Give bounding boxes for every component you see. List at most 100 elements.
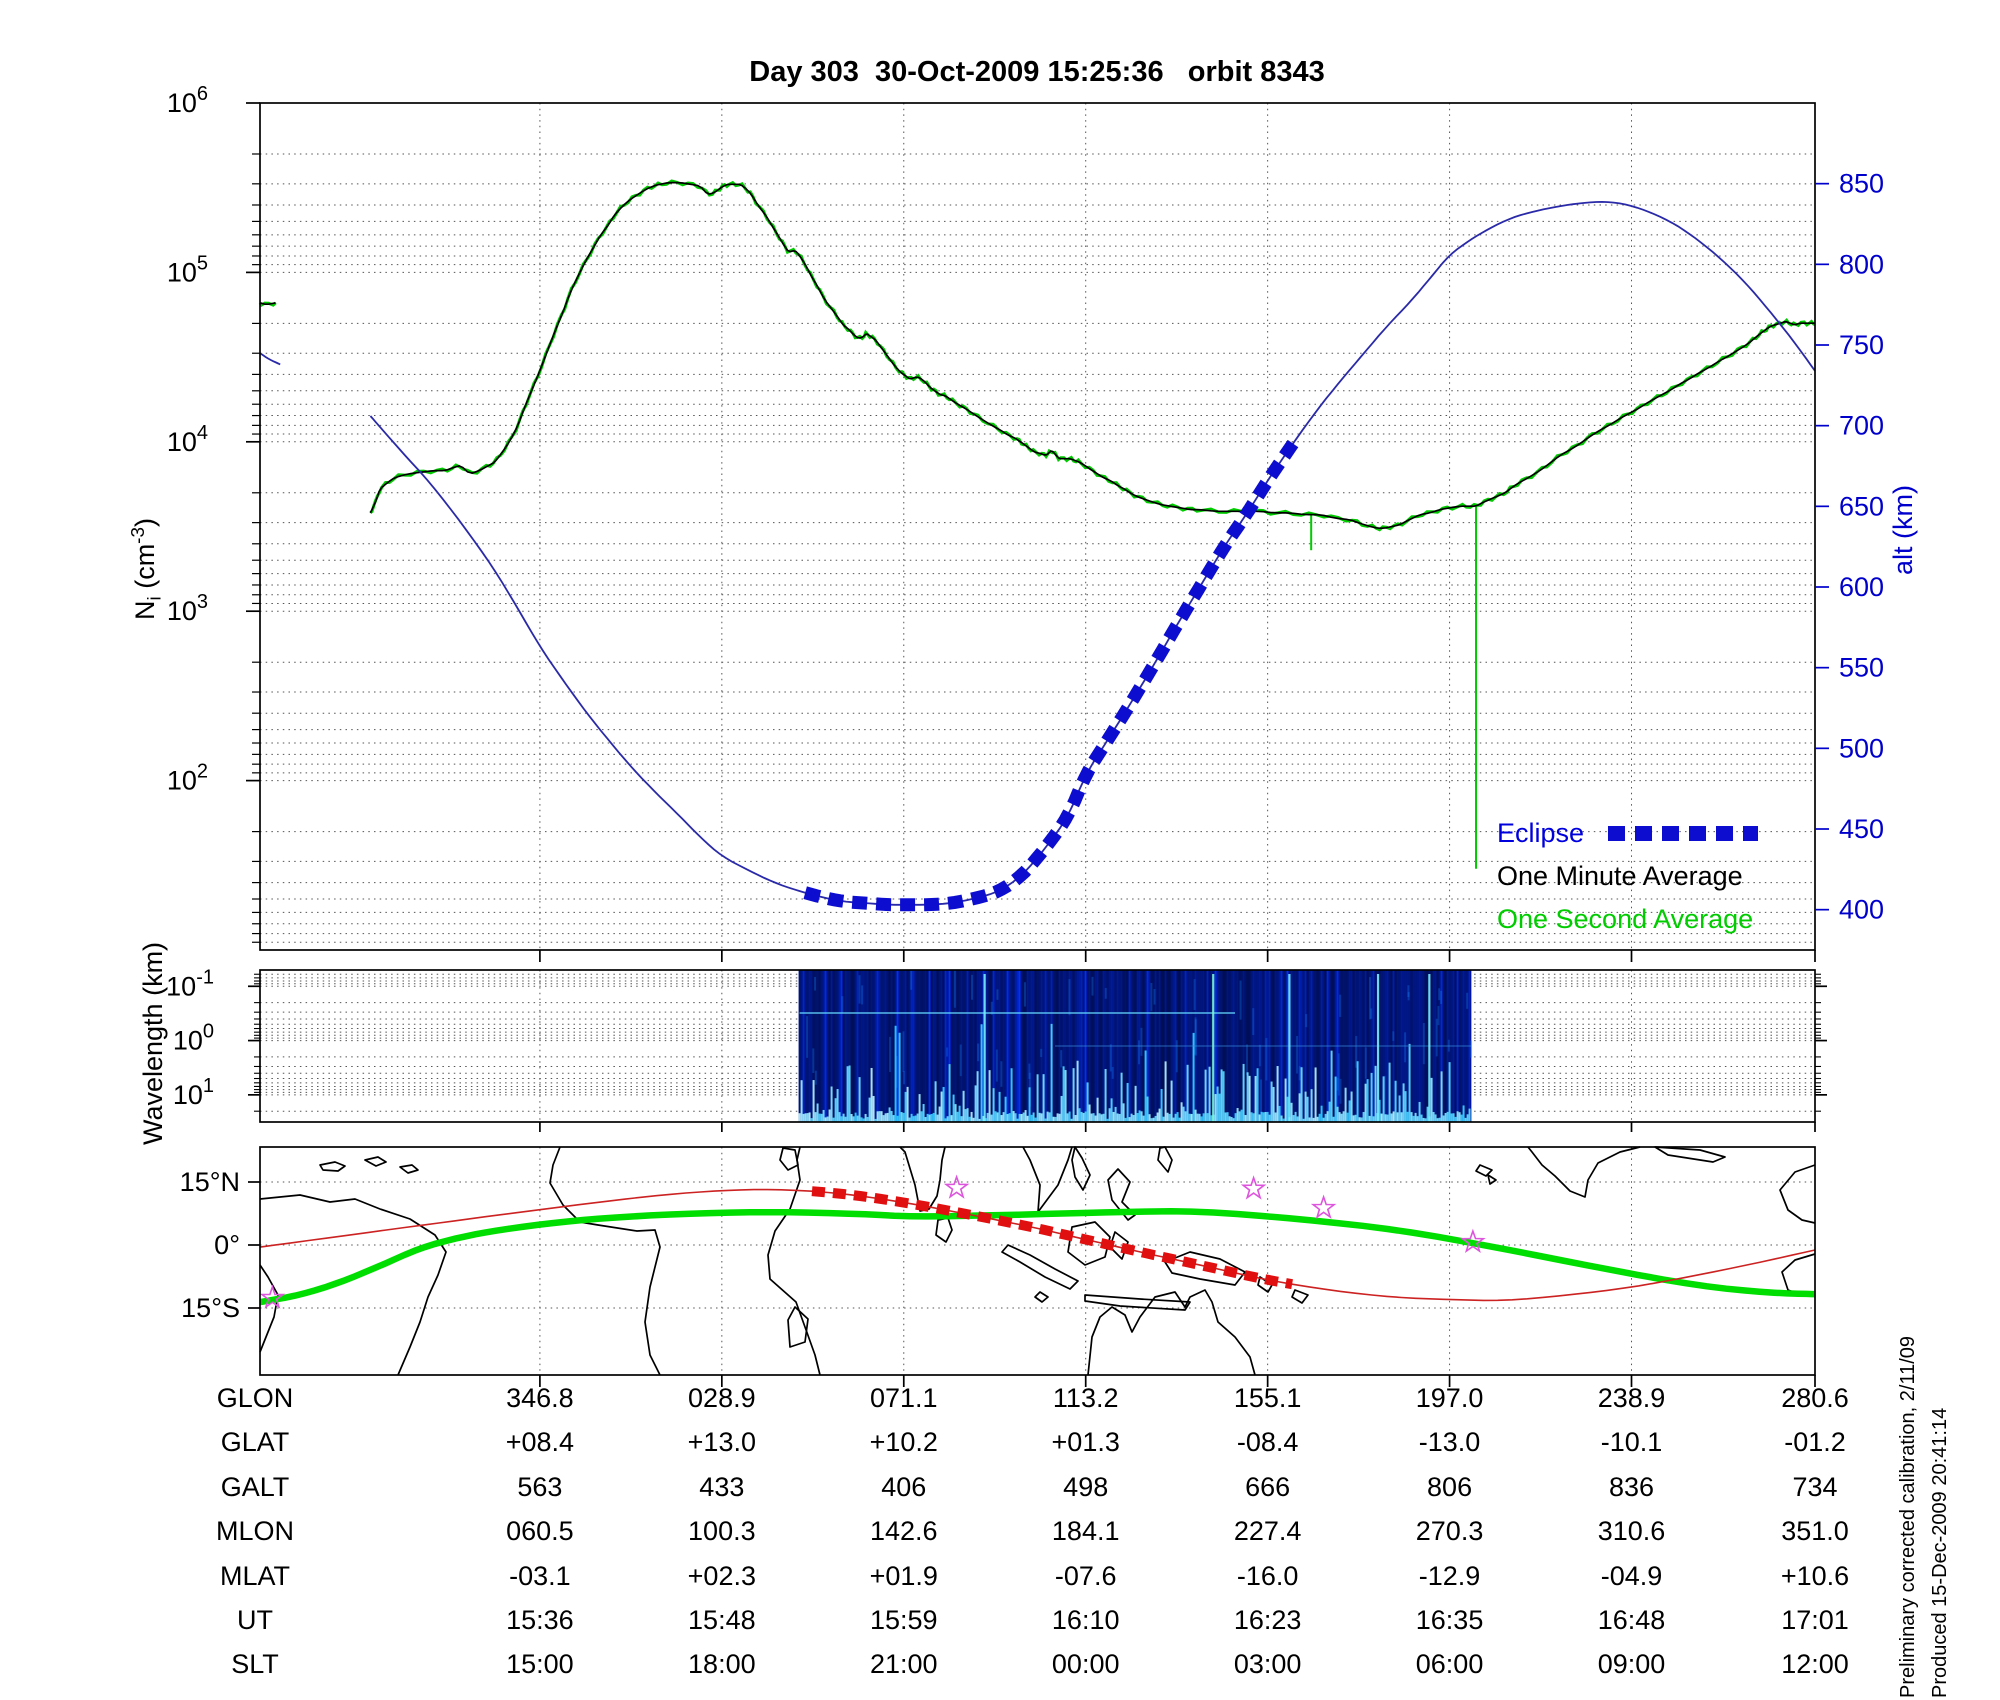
table-cell: 806 [1427, 1471, 1473, 1502]
coastline [1107, 1168, 1136, 1221]
coastline [1157, 1146, 1173, 1173]
map-panel: 15°N 0° 15°S [180, 1146, 1816, 1387]
table-cell: -01.2 [1784, 1427, 1846, 1458]
coastline [1084, 1294, 1191, 1311]
table-cell: +08.4 [505, 1427, 575, 1458]
table-cell: 280.6 [1781, 1383, 1849, 1413]
table-cell: +10.2 [869, 1427, 938, 1458]
alt-ytick-label: 550 [1839, 653, 1884, 683]
coastline [364, 1156, 387, 1167]
table-cell: +02.3 [687, 1560, 756, 1591]
table-cell: 15:00 [506, 1649, 574, 1680]
table-cell: 406 [881, 1471, 927, 1502]
density-ytick-label: 104 [167, 422, 208, 457]
coastline [259, 1264, 279, 1353]
table-cell: 21:00 [869, 1649, 938, 1680]
table-row-label: UT [237, 1605, 273, 1635]
ground-track-line [259, 1188, 1816, 1302]
coastline [935, 1217, 953, 1243]
table-cell: 18:00 [688, 1649, 756, 1680]
table-cell: 184.1 [1051, 1516, 1120, 1547]
wavelength-y-axis-label: Wavelength (km) [138, 941, 168, 1145]
table-cell: 15:48 [688, 1605, 756, 1635]
density-ylabel-part: i [144, 596, 166, 601]
table-cell: 113.2 [1052, 1383, 1119, 1413]
table-cell: -16.0 [1236, 1560, 1299, 1591]
altitude-curve [369, 200, 1816, 906]
coastline [1022, 1146, 1073, 1213]
altitude-curve [259, 352, 281, 366]
coastline [1475, 1164, 1493, 1177]
table-cell: 12:00 [1781, 1649, 1849, 1680]
map-ytick-label: 15°N [180, 1167, 240, 1197]
altitude-y-axis-label: alt (km) [1888, 485, 1918, 575]
table-cell: 155.1 [1233, 1383, 1302, 1413]
alt-ytick-label: 450 [1839, 814, 1884, 844]
table-cell: 270.3 [1415, 1516, 1484, 1547]
star-marker-icon [1310, 1194, 1337, 1219]
table-cell: 351.0 [1781, 1516, 1849, 1547]
density-y-axis-label: Ni (cm-3) [128, 518, 166, 620]
table-cell: 142.6 [869, 1516, 938, 1547]
table-row-label: MLAT [219, 1560, 290, 1591]
alt-ytick-label: 700 [1839, 411, 1884, 441]
density-ytick-label: 105 [167, 252, 208, 287]
coastline [787, 1306, 809, 1348]
density-ylabel-part: (cm [130, 543, 160, 597]
table-cell: -08.4 [1236, 1427, 1299, 1458]
density-ylabel-part: N [130, 600, 160, 621]
table-cell: 16:10 [1051, 1605, 1120, 1635]
table-cell: 15:59 [869, 1605, 938, 1635]
density-ytick-label: 103 [167, 591, 208, 626]
wavelength-panel: 10-1 100 101 [166, 966, 1827, 1132]
table-cell: 060.5 [506, 1516, 574, 1547]
one-minute-average-curve [369, 181, 1815, 530]
coastline [899, 1146, 946, 1212]
table-cell: 238.9 [1597, 1383, 1666, 1413]
table-cell: 734 [1792, 1471, 1838, 1502]
density-ylabel-part: ) [130, 518, 160, 528]
wavelength-panel-border [259, 969, 1816, 1123]
table-cell: 16:23 [1233, 1605, 1302, 1635]
wavelength-ytick-label: 101 [173, 1075, 214, 1110]
star-marker-icon [259, 1284, 286, 1309]
table-cell: -07.6 [1054, 1560, 1117, 1591]
legend-eclipse-label: Eclipse [1497, 818, 1585, 848]
wavelength-ytick-label: 10-1 [166, 966, 214, 1001]
table-cell: 17:01 [1781, 1605, 1849, 1635]
coastline [1001, 1244, 1079, 1290]
table-cell: -12.9 [1418, 1560, 1481, 1591]
alt-ytick-label: 600 [1839, 572, 1884, 602]
table-cell: -13.0 [1418, 1427, 1481, 1458]
one-second-average-curve [369, 179, 1816, 532]
one-second-average-curve [258, 301, 277, 307]
coastline [1654, 1146, 1726, 1163]
table-cell: 00:00 [1051, 1649, 1120, 1680]
alt-ytick-label: 800 [1839, 249, 1884, 279]
page-title: Day 303 30-Oct-2009 15:25:36 orbit 8343 [749, 56, 1325, 88]
table-row-label: GLON [216, 1383, 294, 1413]
coastline [1067, 1221, 1111, 1266]
wavelength-ytick-label: 100 [173, 1021, 214, 1056]
star-marker-icon [1240, 1175, 1267, 1200]
coastline [1034, 1291, 1049, 1303]
table-cell: -10.1 [1600, 1427, 1663, 1458]
table-cell: 310.6 [1597, 1516, 1666, 1547]
alt-ytick-label: 650 [1839, 491, 1884, 521]
ground-track-eclipse-dashes [811, 1186, 1293, 1290]
coastline [319, 1161, 346, 1172]
table-cell: +10.6 [1780, 1560, 1850, 1591]
calibration-note: Preliminary corrected calibration, 2/11/… [1897, 1335, 1919, 1698]
legend: Eclipse One Minute Average One Second Av… [1497, 812, 1759, 941]
coastline [549, 1146, 661, 1376]
table-cell: 028.9 [688, 1383, 756, 1413]
table-cell: +01.9 [869, 1560, 938, 1591]
map-ytick-label: 15°S [181, 1293, 240, 1323]
table-cell: 563 [517, 1471, 563, 1502]
table-cell: 16:48 [1597, 1605, 1666, 1635]
legend-item-one-minute: One Minute Average [1497, 855, 1758, 898]
map-panel-border [259, 1146, 1816, 1376]
table-cell: 09:00 [1597, 1649, 1666, 1680]
alt-ytick-label: 400 [1839, 895, 1884, 925]
